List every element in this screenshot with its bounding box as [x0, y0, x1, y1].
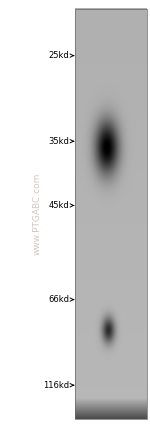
Text: 35kd: 35kd — [48, 137, 69, 146]
Text: 25kd: 25kd — [48, 51, 69, 60]
Text: www.PTGABC.com: www.PTGABC.com — [33, 173, 42, 255]
Text: 66kd: 66kd — [48, 295, 69, 304]
Text: 116kd: 116kd — [43, 380, 69, 390]
Bar — [75, 9, 147, 419]
Text: 45kd: 45kd — [48, 201, 69, 210]
